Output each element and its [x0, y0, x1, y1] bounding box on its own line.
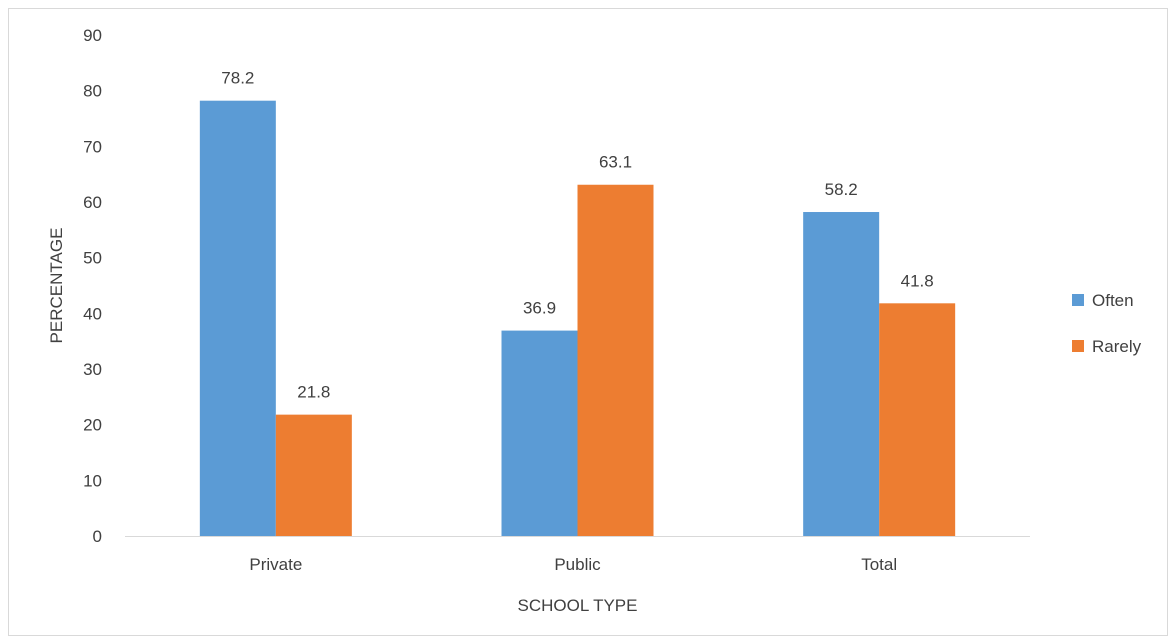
bar-rarely-total [879, 303, 956, 536]
y-tick-label: 0 [93, 527, 102, 546]
x-category-label: Total [861, 555, 897, 574]
data-label: 78.2 [221, 69, 254, 88]
bar-rarely-private [275, 414, 352, 536]
legend-label-often: Often [1092, 291, 1134, 310]
x-axis-title: SCHOOL TYPE [518, 596, 638, 615]
x-axis-categories: Private Public Total [249, 555, 897, 574]
data-labels: 78.2 21.8 36.9 63.1 58.2 41.8 [221, 69, 933, 402]
y-tick-label: 70 [83, 137, 102, 156]
legend: Often Rarely [1072, 291, 1142, 356]
data-label: 41.8 [901, 271, 934, 290]
bars [199, 100, 956, 536]
y-tick-label: 20 [83, 416, 102, 435]
y-tick-label: 40 [83, 304, 102, 323]
y-axis-ticks: 0 10 20 30 40 50 60 70 80 90 [83, 26, 102, 546]
y-tick-label: 50 [83, 249, 102, 268]
data-label: 63.1 [599, 153, 632, 172]
y-tick-label: 10 [83, 471, 102, 490]
y-tick-label: 60 [83, 193, 102, 212]
x-category-label: Public [554, 555, 601, 574]
legend-label-rarely: Rarely [1092, 337, 1142, 356]
y-tick-label: 80 [83, 82, 102, 101]
y-axis-title: PERCENTAGE [47, 228, 66, 344]
bar-rarely-public [577, 184, 654, 536]
y-tick-label: 90 [83, 26, 102, 45]
x-category-label: Private [249, 555, 302, 574]
data-label: 58.2 [825, 180, 858, 199]
bar-often-private [199, 100, 276, 536]
y-tick-label: 30 [83, 360, 102, 379]
legend-swatch-rarely [1072, 340, 1084, 352]
data-label: 21.8 [297, 383, 330, 402]
bar-often-public [501, 330, 578, 536]
bar-often-total [803, 212, 880, 536]
legend-swatch-often [1072, 294, 1084, 306]
data-label: 36.9 [523, 299, 556, 318]
